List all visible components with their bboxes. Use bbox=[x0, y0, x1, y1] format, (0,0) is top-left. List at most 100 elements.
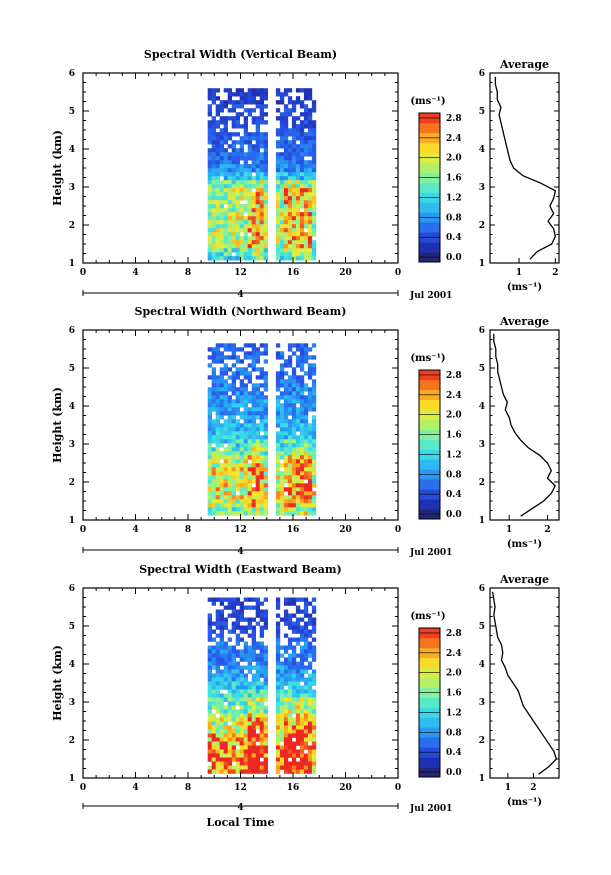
heatmap-cell bbox=[211, 455, 216, 460]
heatmap-cell bbox=[311, 443, 317, 448]
heatmap-cell bbox=[251, 745, 256, 750]
heatmap-cell bbox=[223, 168, 228, 173]
heatmap-cell bbox=[207, 463, 212, 468]
heatmap-cell bbox=[307, 200, 313, 205]
heatmap-cell bbox=[263, 761, 268, 766]
heatmap-cell bbox=[227, 196, 232, 201]
heatmap-cell bbox=[307, 252, 313, 257]
heatmap-cell bbox=[259, 737, 264, 742]
heatmap-cell bbox=[299, 451, 305, 456]
heatmap-cell bbox=[219, 761, 224, 766]
heatmap-cell bbox=[263, 387, 268, 392]
heatmap-cell bbox=[215, 475, 220, 480]
heatmap-cell bbox=[223, 507, 228, 512]
heatmap-cell bbox=[303, 220, 309, 225]
heatmap-cell bbox=[227, 669, 232, 674]
heatmap-cell bbox=[303, 176, 309, 181]
heatmap-cell bbox=[295, 124, 301, 129]
heatmap-cell bbox=[311, 371, 317, 376]
heatmap-cell bbox=[243, 685, 248, 690]
heatmap-cell bbox=[223, 407, 228, 412]
heatmap-cell bbox=[255, 451, 260, 456]
heatmap-cell bbox=[287, 661, 293, 666]
heatmap-cell bbox=[255, 411, 260, 416]
heatmap-cell bbox=[247, 216, 252, 221]
heatmap-cell bbox=[247, 713, 252, 718]
heatmap-cell bbox=[243, 168, 248, 173]
heatmap-cell bbox=[227, 212, 232, 217]
heatmap-cell bbox=[299, 753, 305, 758]
heatmap-cell bbox=[275, 156, 281, 161]
heatmap-cell bbox=[247, 749, 252, 754]
heatmap-cell bbox=[239, 609, 244, 614]
heatmap-cell bbox=[255, 200, 260, 205]
heatmap-cell bbox=[211, 657, 216, 662]
heatmap-cell bbox=[231, 459, 236, 464]
heatmap-cell bbox=[299, 363, 305, 368]
heatmap-cell bbox=[299, 693, 305, 698]
heatmap-cell bbox=[275, 240, 281, 245]
heatmap-cell bbox=[283, 156, 289, 161]
heatmap-cell bbox=[291, 391, 297, 396]
heatmap-cell bbox=[251, 248, 256, 253]
heatmap-cell bbox=[299, 415, 305, 420]
heatmap-cell bbox=[303, 395, 309, 400]
heatmap-cell bbox=[259, 399, 264, 404]
heatmap-cell bbox=[311, 343, 317, 348]
heatmap-cell bbox=[283, 701, 289, 706]
heatmap-cell bbox=[227, 244, 232, 249]
heatmap-cell bbox=[247, 455, 252, 460]
heatmap-cell bbox=[215, 503, 220, 508]
heatmap-cell bbox=[231, 483, 236, 488]
heatmap-cell bbox=[275, 108, 281, 113]
heatmap-cell bbox=[215, 649, 220, 654]
heatmap-cell bbox=[227, 467, 232, 472]
heatmap-cell bbox=[255, 116, 260, 121]
heatmap-cell bbox=[307, 375, 313, 380]
heatmap-cell bbox=[251, 657, 256, 662]
heatmap-cell bbox=[247, 503, 252, 508]
heatmap-cell bbox=[303, 383, 309, 388]
heatmap-cell bbox=[287, 503, 293, 508]
heatmap-cell bbox=[259, 92, 264, 97]
heatmap-cell bbox=[263, 475, 268, 480]
heatmap-cell bbox=[231, 645, 236, 650]
day-bar-label: 4 bbox=[237, 290, 243, 300]
heatmap-cell bbox=[295, 689, 301, 694]
heatmap-cell bbox=[291, 379, 297, 384]
heatmap-cell bbox=[219, 649, 224, 654]
heatmap-cell bbox=[303, 439, 309, 444]
heatmap-cell bbox=[275, 196, 281, 201]
heatmap-cell bbox=[243, 605, 248, 610]
heatmap-cell bbox=[263, 621, 268, 626]
heatmap-cell bbox=[307, 685, 313, 690]
heatmap-cell bbox=[307, 128, 313, 133]
heatmap-cell bbox=[239, 184, 244, 189]
heatmap-cell bbox=[247, 411, 252, 416]
heatmap-cell bbox=[207, 757, 212, 762]
heatmap-cell bbox=[303, 685, 309, 690]
heatmap-cell bbox=[215, 507, 220, 512]
colorbar-unit: (ms⁻¹) bbox=[410, 96, 445, 107]
heatmap-cell bbox=[223, 256, 228, 261]
heatmap-cell bbox=[239, 415, 244, 420]
heatmap-cell bbox=[211, 180, 216, 185]
heatmap-cell bbox=[239, 629, 244, 634]
heatmap-cell bbox=[263, 471, 268, 476]
heatmap-cell bbox=[275, 164, 281, 169]
heatmap-cell bbox=[275, 212, 281, 217]
heatmap-cell bbox=[231, 431, 236, 436]
heatmap-cell bbox=[243, 128, 248, 133]
heatmap-cell bbox=[279, 411, 285, 416]
heatmap-cell bbox=[255, 507, 260, 512]
heatmap-cell bbox=[227, 737, 232, 742]
heatmap-cell bbox=[275, 677, 281, 682]
heatmap-cell bbox=[287, 761, 293, 766]
colorbar-tick-label: 2.4 bbox=[446, 391, 462, 401]
heatmap-cell bbox=[259, 613, 264, 618]
heatmap-cell bbox=[295, 641, 301, 646]
heatmap-cell bbox=[239, 447, 244, 452]
heatmap-cell bbox=[283, 232, 289, 237]
heatmap-cell bbox=[211, 347, 216, 352]
heatmap-cell bbox=[291, 375, 297, 380]
